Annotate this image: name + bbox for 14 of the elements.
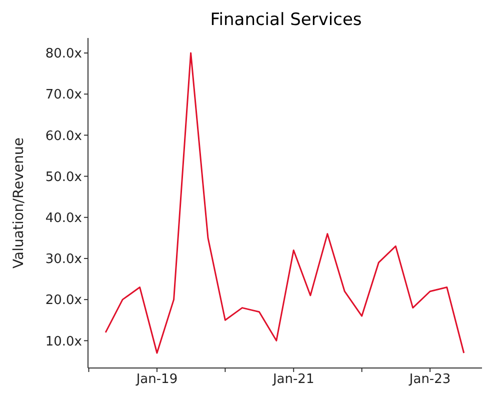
x-tick-label: Jan-19 <box>135 372 178 388</box>
y-tick-label: 80.0x <box>45 46 82 62</box>
y-tick-label: 30.0x <box>45 252 82 268</box>
y-tick-label: 60.0x <box>45 128 82 144</box>
x-tick-label: Jan-21 <box>272 372 314 388</box>
y-axis-title: Valuation/Revenue <box>10 138 27 268</box>
y-tick-label: 50.0x <box>45 170 82 185</box>
line-series <box>104 52 465 354</box>
x-tick-label: Jan-23 <box>408 372 451 388</box>
y-tick-label: 20.0x <box>45 293 82 308</box>
y-tick-label: 70.0x <box>45 88 82 103</box>
chart-title: Financial Services <box>209 9 363 32</box>
y-tick-label: 10.0x <box>45 334 82 350</box>
y-tick-label: 40.0x <box>45 211 82 226</box>
